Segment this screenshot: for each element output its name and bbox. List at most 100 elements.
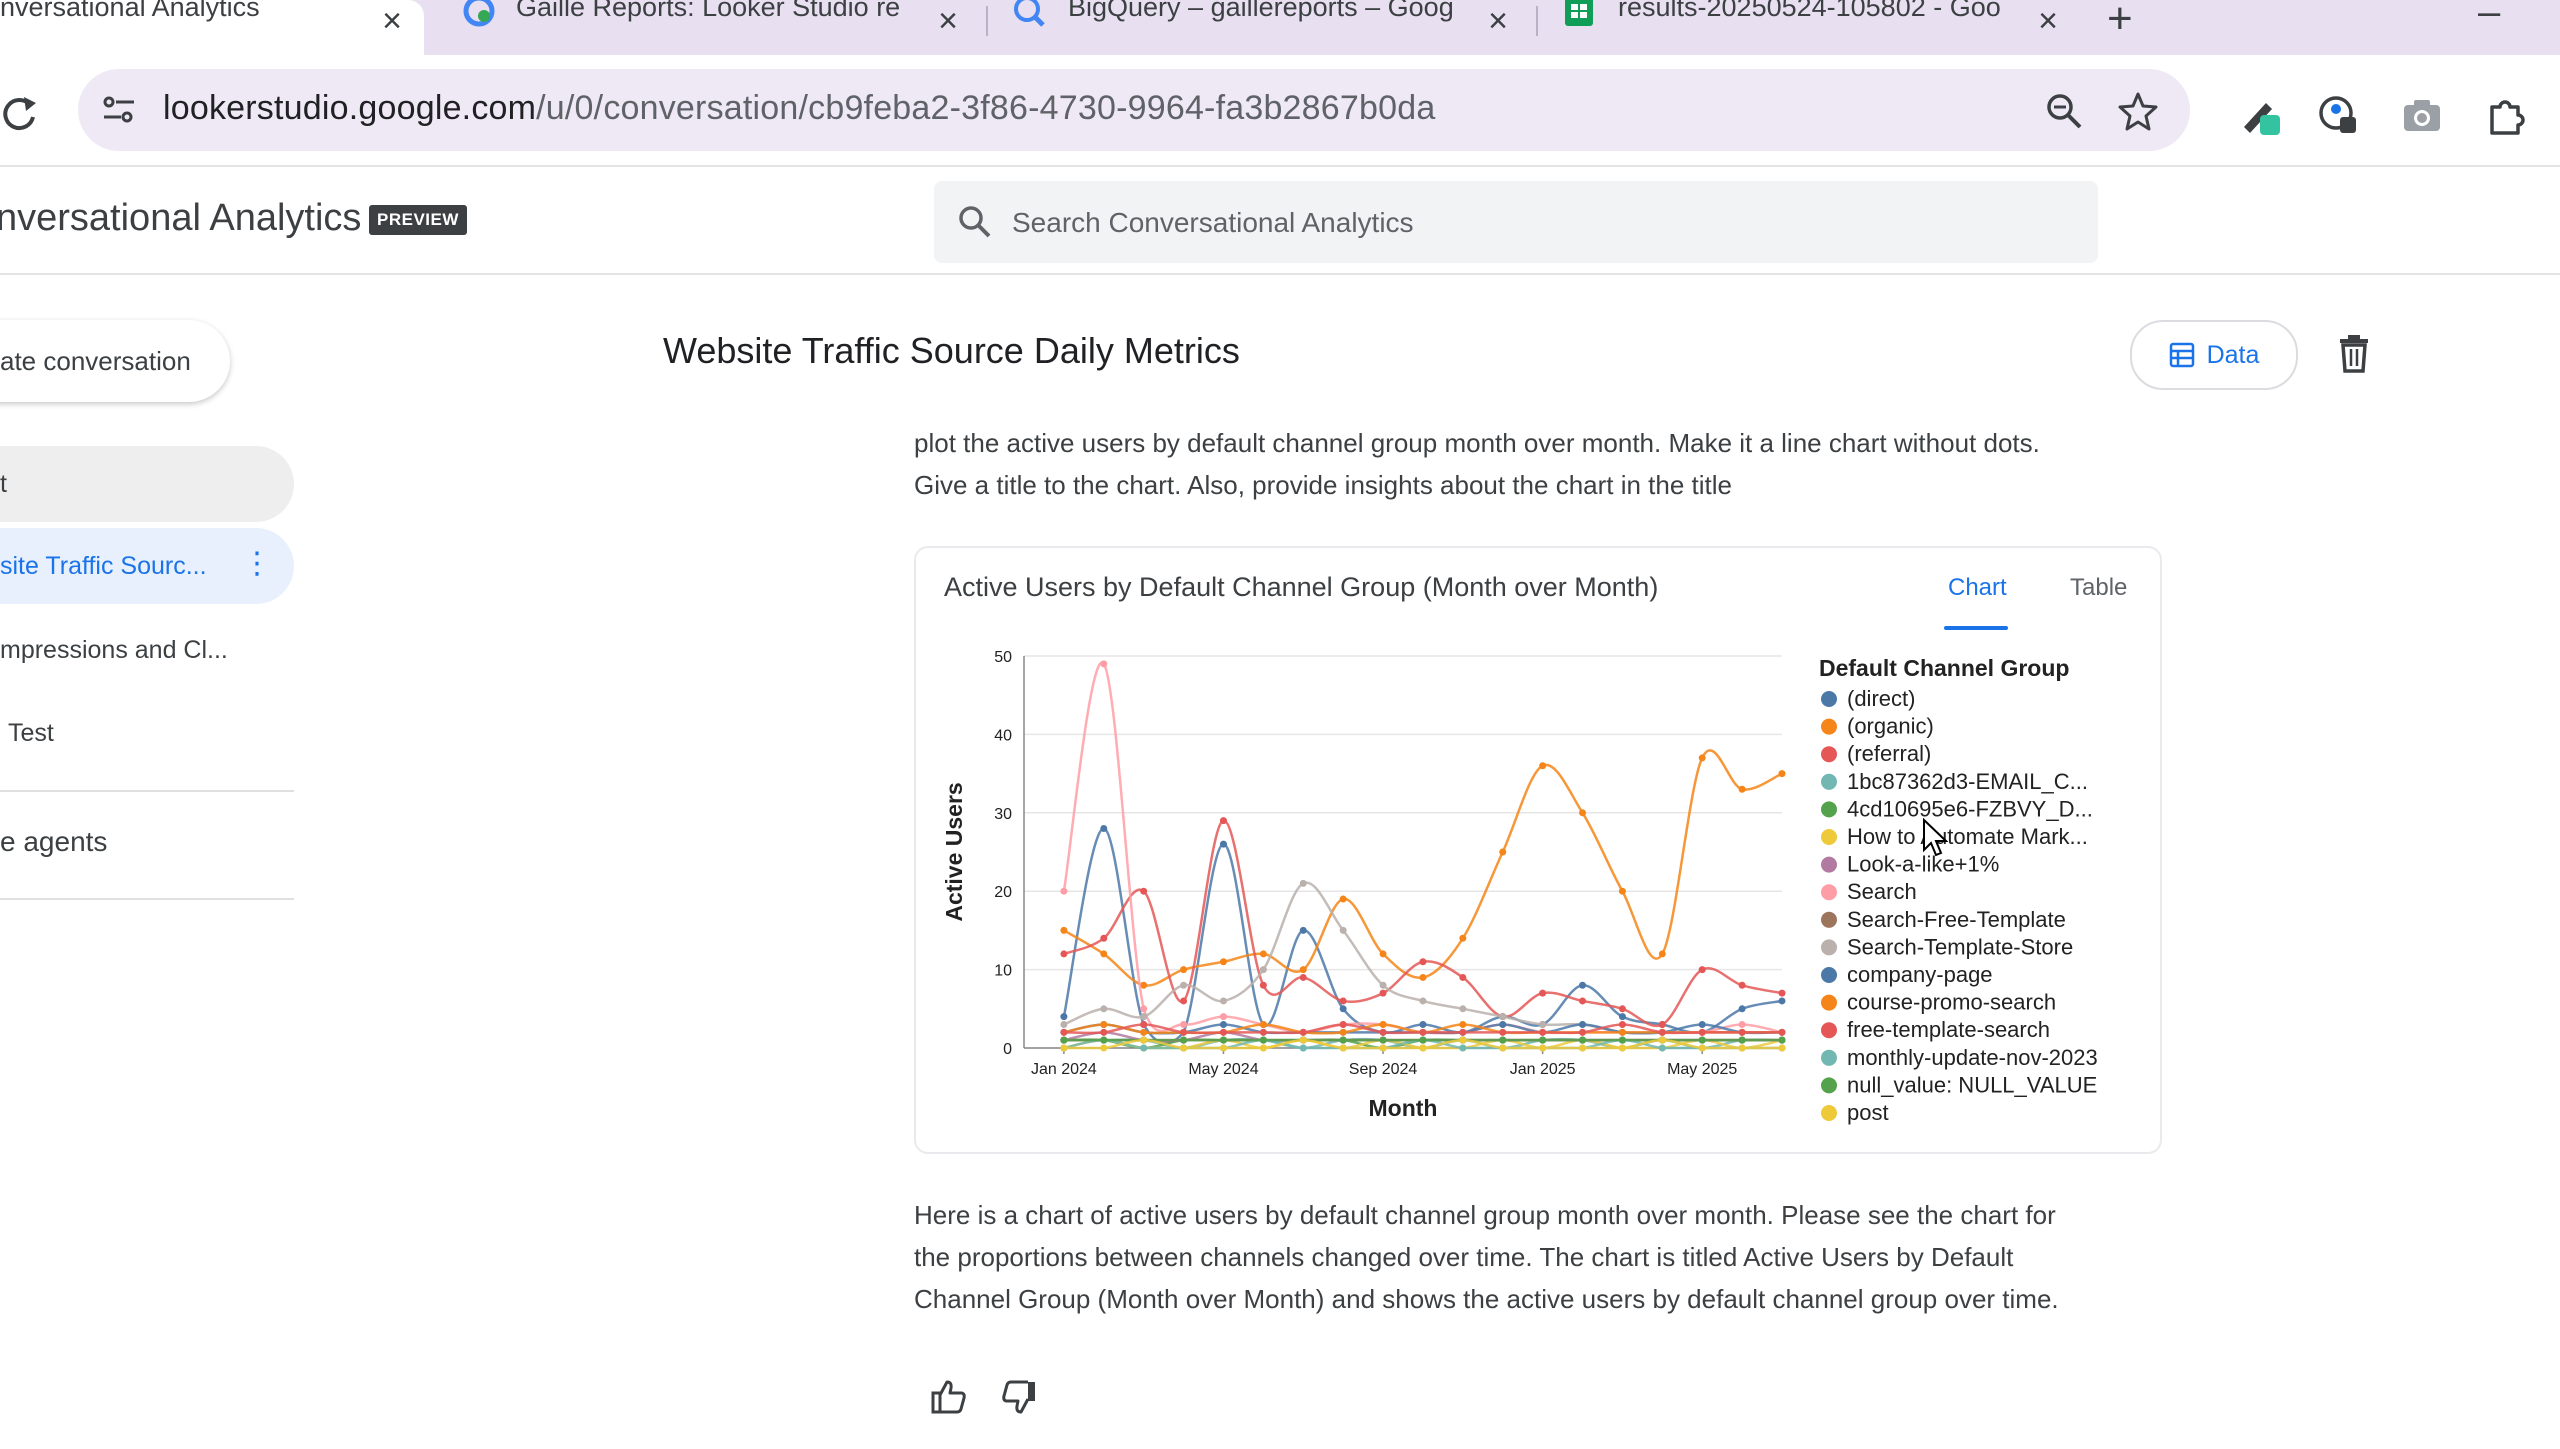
data-point bbox=[1618, 887, 1626, 895]
data-point bbox=[1180, 1036, 1188, 1044]
minimize-window-button[interactable]: – bbox=[2478, 0, 2501, 34]
create-conversation-button[interactable]: ate conversation bbox=[0, 320, 230, 402]
data-point bbox=[1339, 997, 1347, 1005]
address-bar[interactable]: lookerstudio.google.com/u/0/conversation… bbox=[78, 69, 2190, 151]
data-point bbox=[1499, 1036, 1507, 1044]
data-point bbox=[1539, 989, 1547, 997]
data-point bbox=[1100, 1020, 1108, 1028]
sidebar-item-active-conversation[interactable]: site Traffic Sourc... ⋮ bbox=[0, 528, 294, 604]
data-point bbox=[1539, 1036, 1547, 1044]
data-point bbox=[1778, 997, 1786, 1005]
close-tab-icon[interactable]: × bbox=[938, 2, 958, 40]
extension-pen-icon[interactable] bbox=[2238, 93, 2282, 137]
more-options-icon[interactable]: ⋮ bbox=[242, 547, 272, 580]
sidebar-item[interactable]: mpressions and Cl... bbox=[0, 612, 228, 688]
delete-trash-icon[interactable] bbox=[2336, 333, 2372, 373]
sheets-icon bbox=[1562, 0, 1596, 28]
search-input[interactable] bbox=[1010, 195, 2074, 251]
tab-separator bbox=[1536, 6, 1538, 36]
data-point bbox=[1419, 1036, 1427, 1044]
data-point bbox=[1499, 1044, 1507, 1052]
data-point bbox=[1778, 770, 1786, 778]
close-tab-icon[interactable]: × bbox=[2038, 2, 2058, 40]
data-point bbox=[1100, 1028, 1108, 1036]
browser-tab[interactable]: results-20250524-105802 - Goo × bbox=[1540, 0, 2080, 55]
data-point bbox=[1419, 1028, 1427, 1036]
data-point bbox=[1140, 1013, 1148, 1021]
reload-icon[interactable] bbox=[0, 93, 40, 133]
camera-icon[interactable] bbox=[2400, 93, 2444, 137]
data-point bbox=[1100, 660, 1108, 668]
data-point bbox=[1579, 1044, 1587, 1052]
browser-tab[interactable]: BigQuery – gaillereports – Goog × bbox=[990, 0, 1530, 55]
looker-studio-icon bbox=[462, 0, 496, 28]
legend-label: course-promo-search bbox=[1847, 990, 2056, 1015]
legend-swatch bbox=[1821, 691, 1837, 707]
data-point bbox=[1219, 1013, 1227, 1021]
data-point bbox=[1379, 1036, 1387, 1044]
data-point bbox=[1060, 926, 1068, 934]
browser-tab[interactable]: Gaille Reports: Looker Studio re × bbox=[440, 0, 980, 55]
sidebar-item[interactable]: t bbox=[0, 446, 294, 522]
thumbs-down-icon[interactable] bbox=[1000, 1378, 1038, 1416]
data-point bbox=[1778, 1036, 1786, 1044]
legend-swatch bbox=[1821, 746, 1837, 763]
close-tab-icon[interactable]: × bbox=[1488, 2, 1508, 40]
data-point bbox=[1219, 1036, 1227, 1044]
data-button-label: Data bbox=[2206, 340, 2260, 369]
create-conversation-label: ate conversation bbox=[0, 346, 191, 376]
data-point bbox=[1100, 934, 1108, 942]
data-point bbox=[1060, 1044, 1068, 1052]
sidebar-item-label: site Traffic Sourc... bbox=[0, 551, 207, 580]
thumbs-up-icon[interactable] bbox=[930, 1378, 968, 1416]
data-point bbox=[1738, 1028, 1746, 1036]
tab-chart[interactable]: Chart bbox=[1948, 574, 2007, 601]
legend-swatch bbox=[1821, 718, 1837, 735]
chart-title: Active Users by Default Channel Group (M… bbox=[944, 572, 1659, 602]
data-point bbox=[1339, 1005, 1347, 1013]
data-point bbox=[1379, 1044, 1387, 1052]
legend-label: free-template-search bbox=[1847, 1017, 2050, 1042]
y-tick-label: 10 bbox=[994, 963, 1012, 980]
sidebar-item[interactable]: Test bbox=[0, 695, 54, 771]
bigquery-icon bbox=[1012, 0, 1046, 28]
data-point bbox=[1419, 997, 1427, 1005]
data-point bbox=[1100, 1036, 1108, 1044]
user-prompt: plot the active users by default channel… bbox=[914, 422, 2154, 506]
data-point bbox=[1060, 1036, 1068, 1044]
x-tick-label: May 2025 bbox=[1667, 1061, 1737, 1078]
data-point bbox=[1259, 966, 1267, 974]
new-tab-button[interactable]: + bbox=[2107, 0, 2133, 43]
password-manager-icon[interactable] bbox=[2316, 93, 2360, 137]
legend-label: Search-Free-Template bbox=[1847, 907, 2066, 932]
data-button[interactable]: Data bbox=[2130, 320, 2298, 390]
data-point bbox=[1299, 966, 1307, 974]
zoom-icon[interactable] bbox=[2044, 91, 2084, 131]
data-point bbox=[1658, 1028, 1666, 1036]
data-point bbox=[1339, 926, 1347, 934]
data-point bbox=[1698, 1036, 1706, 1044]
close-tab-icon[interactable]: × bbox=[382, 2, 402, 40]
url-path: /u/0/conversation/cb9feba2-3f86-4730-996… bbox=[536, 89, 1436, 127]
y-axis-title: Active Users bbox=[941, 782, 967, 921]
search-bar[interactable] bbox=[934, 181, 2098, 263]
data-point bbox=[1180, 997, 1188, 1005]
legend-label: Search-Template-Store bbox=[1847, 934, 2073, 959]
y-tick-label: 30 bbox=[994, 806, 1012, 823]
data-point bbox=[1140, 1020, 1148, 1028]
browser-tab-active[interactable]: nversational Analytics × bbox=[0, 0, 424, 55]
sidebar-agents-link[interactable]: e agents bbox=[0, 826, 108, 857]
legend-swatch bbox=[1821, 911, 1837, 928]
legend-label: Search bbox=[1847, 879, 1917, 904]
legend-swatch bbox=[1821, 1105, 1837, 1121]
response-line: the proportions between channels changed… bbox=[914, 1242, 2014, 1272]
data-point bbox=[1219, 1044, 1227, 1052]
url-text[interactable]: lookerstudio.google.com/u/0/conversation… bbox=[163, 89, 1435, 128]
legend-label: (organic) bbox=[1847, 714, 1934, 739]
extensions-puzzle-icon[interactable] bbox=[2484, 93, 2528, 137]
data-point bbox=[1060, 1020, 1068, 1028]
tab-table[interactable]: Table bbox=[2070, 574, 2128, 601]
legend-swatch bbox=[1821, 884, 1837, 901]
bookmark-star-icon[interactable] bbox=[2118, 91, 2158, 131]
site-info-icon[interactable] bbox=[100, 91, 138, 129]
